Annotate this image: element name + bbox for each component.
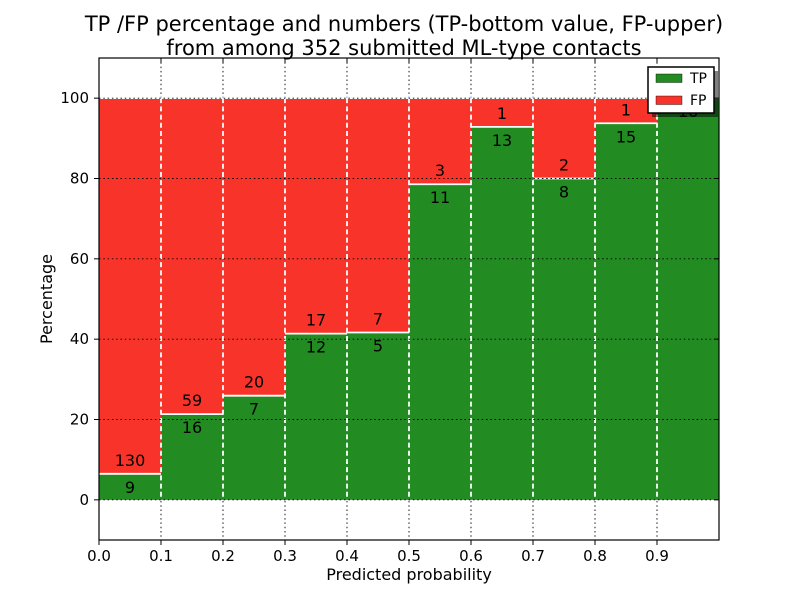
y-axis-label: Percentage xyxy=(37,254,56,344)
fp-count-label: 130 xyxy=(115,451,146,470)
x-tick-label: 0.8 xyxy=(583,547,607,565)
tp-bar-segment xyxy=(657,98,719,500)
chart-title-line1: TP /FP percentage and numbers (TP-bottom… xyxy=(84,12,723,36)
tp-count-label: 15 xyxy=(616,127,636,146)
legend-swatch-fp xyxy=(655,95,683,105)
tp-count-label: 8 xyxy=(559,183,569,202)
x-tick-label: 0.0 xyxy=(87,547,111,565)
tp-count-label: 9 xyxy=(125,478,135,497)
fp-bar-segment xyxy=(223,98,285,396)
fp-count-label: 7 xyxy=(373,309,383,328)
fp-bar-segment xyxy=(595,98,657,124)
y-tick-label: 20 xyxy=(70,411,89,429)
y-tick-label: 60 xyxy=(70,250,89,268)
fp-bar-segment xyxy=(161,98,223,415)
x-tick-label: 0.2 xyxy=(211,547,235,565)
fp-count-label: 17 xyxy=(306,311,326,330)
y-tick-label: 80 xyxy=(70,170,89,188)
fp-bar-segment xyxy=(285,98,347,334)
x-tick-label: 0.6 xyxy=(459,547,483,565)
tp-count-label: 7 xyxy=(249,400,259,419)
tp-bar-segment xyxy=(161,414,223,500)
tp-count-label: 12 xyxy=(306,338,326,357)
tp-count-label: 5 xyxy=(373,336,383,355)
chart-title-line2: from among 352 submitted ML-type contact… xyxy=(166,36,641,60)
tp-bar-segment xyxy=(285,333,347,500)
x-tick-label: 0.4 xyxy=(335,547,359,565)
tp-bar-segment xyxy=(409,184,471,500)
x-tick-label: 0.3 xyxy=(273,547,297,565)
y-tick-label: 40 xyxy=(70,330,89,348)
fp-count-label: 1 xyxy=(497,104,507,123)
fp-bar-segment xyxy=(99,98,161,474)
fp-count-label: 59 xyxy=(182,391,202,410)
x-tick-label: 0.5 xyxy=(397,547,421,565)
fp-bar-segment xyxy=(347,98,409,333)
legend-label-fp: FP xyxy=(690,93,707,109)
y-tick-label: 100 xyxy=(60,89,89,107)
tp-count-label: 11 xyxy=(430,188,450,207)
fp-bar-segment xyxy=(471,98,533,127)
tp-bar-segment xyxy=(223,395,285,500)
legend-label-tp: TP xyxy=(689,71,707,87)
fp-bar-segment xyxy=(409,98,471,185)
x-axis-label: Predicted probability xyxy=(326,565,492,584)
fp-bar-segment xyxy=(533,98,595,179)
legend-swatch-tp xyxy=(655,73,683,83)
x-tick-label: 0.7 xyxy=(521,547,545,565)
fp-count-label: 1 xyxy=(621,100,631,119)
x-tick-label: 0.9 xyxy=(645,547,669,565)
tp-bar-segment xyxy=(471,126,533,500)
fp-count-label: 20 xyxy=(244,373,264,392)
tp-bar-segment xyxy=(347,332,409,500)
x-tick-label: 0.1 xyxy=(149,547,173,565)
tp-bar-segment xyxy=(595,123,657,500)
tp-count-label: 16 xyxy=(182,418,202,437)
tp-count-label: 13 xyxy=(492,131,512,150)
fp-count-label: 3 xyxy=(435,161,445,180)
y-tick-label: 0 xyxy=(79,491,89,509)
fp-count-label: 2 xyxy=(559,156,569,175)
tp-bar-segment xyxy=(99,473,161,500)
